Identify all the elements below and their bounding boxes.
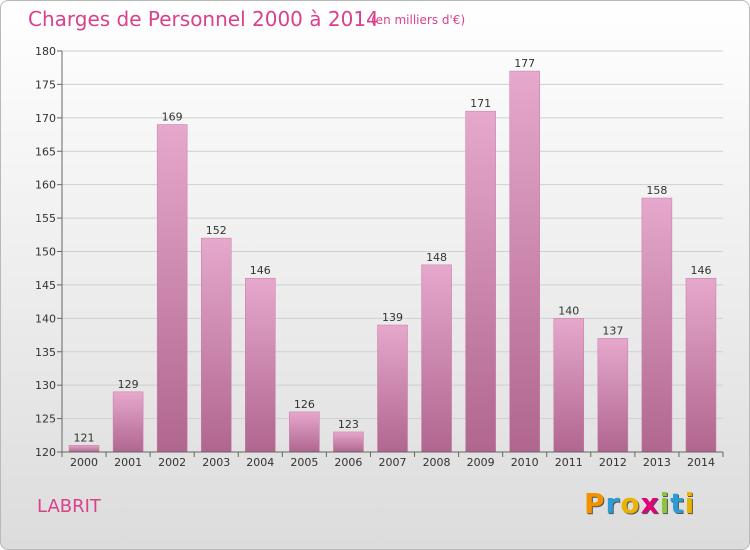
- commune-name: LABRIT: [37, 496, 101, 517]
- logo-letter: t: [670, 487, 685, 520]
- y-tick-label: 165: [35, 145, 56, 158]
- bar: [68, 445, 100, 453]
- y-tick-label: 160: [35, 179, 56, 192]
- bar: [289, 411, 320, 453]
- data-label: 126: [294, 398, 315, 411]
- data-label: 171: [470, 97, 491, 110]
- logo-letter: P: [584, 487, 606, 520]
- y-tick-label: 145: [35, 279, 56, 292]
- x-tick-label: 2013: [643, 456, 671, 469]
- data-label: 121: [74, 431, 95, 444]
- bar: [377, 324, 408, 453]
- x-tick-label: 2005: [290, 456, 318, 469]
- bar: [685, 277, 717, 453]
- y-tick-label: 135: [35, 346, 56, 359]
- x-tick-label: 2001: [114, 456, 142, 469]
- x-tick-label: 2012: [599, 456, 627, 469]
- x-tick-label: 2010: [511, 456, 539, 469]
- data-label: 140: [558, 304, 579, 317]
- data-label: 152: [206, 224, 227, 237]
- data-label: 177: [514, 57, 535, 70]
- data-label: 123: [338, 418, 359, 431]
- data-label: 169: [162, 111, 183, 124]
- proxiti-logo: Proxiti: [584, 487, 695, 520]
- y-tick-label: 130: [35, 379, 56, 392]
- data-label: 148: [426, 251, 447, 264]
- y-tick-label: 140: [35, 312, 56, 325]
- y-tick-label: 120: [35, 446, 56, 459]
- logo-letter: i: [684, 487, 696, 520]
- y-tick-label: 170: [35, 112, 56, 125]
- data-label: 129: [118, 378, 139, 391]
- logo-letter: i: [659, 487, 671, 520]
- bar: [156, 124, 188, 453]
- x-tick-label: 2002: [158, 456, 186, 469]
- logo-letter: o: [620, 487, 641, 520]
- bar: [245, 277, 276, 453]
- chart-title: Charges de Personnel 2000 à 2014: [28, 7, 379, 31]
- x-tick-label: 2009: [467, 456, 495, 469]
- x-tick-label: 2014: [687, 456, 715, 469]
- chart-subtitle: (en milliers d'€): [371, 13, 466, 27]
- x-tick-label: 2003: [202, 456, 230, 469]
- x-tick-label: 2008: [423, 456, 451, 469]
- x-tick-label: 2007: [379, 456, 407, 469]
- data-label: 146: [690, 264, 711, 277]
- bar: [200, 237, 232, 453]
- data-label: 137: [602, 324, 623, 337]
- y-tick-label: 125: [35, 413, 56, 426]
- x-tick-label: 2004: [246, 456, 274, 469]
- data-label: 146: [250, 264, 271, 277]
- x-tick-label: 2006: [334, 456, 362, 469]
- x-tick-label: 2011: [555, 456, 583, 469]
- y-tick-label: 180: [35, 45, 56, 58]
- bar: [421, 264, 452, 453]
- x-tick-label: 2000: [70, 456, 98, 469]
- bar: [112, 391, 144, 453]
- bar: [333, 431, 364, 453]
- data-label: 158: [646, 184, 667, 197]
- bar: [641, 197, 673, 453]
- logo-letter: x: [640, 487, 660, 520]
- bar: [553, 318, 585, 453]
- y-tick-label: 155: [35, 212, 56, 225]
- y-tick-label: 175: [35, 78, 56, 91]
- bar: [509, 70, 540, 453]
- bar: [465, 110, 496, 453]
- y-tick-label: 150: [35, 246, 56, 259]
- data-label: 139: [382, 311, 403, 324]
- bar: [597, 338, 629, 453]
- logo-letter: r: [605, 487, 621, 520]
